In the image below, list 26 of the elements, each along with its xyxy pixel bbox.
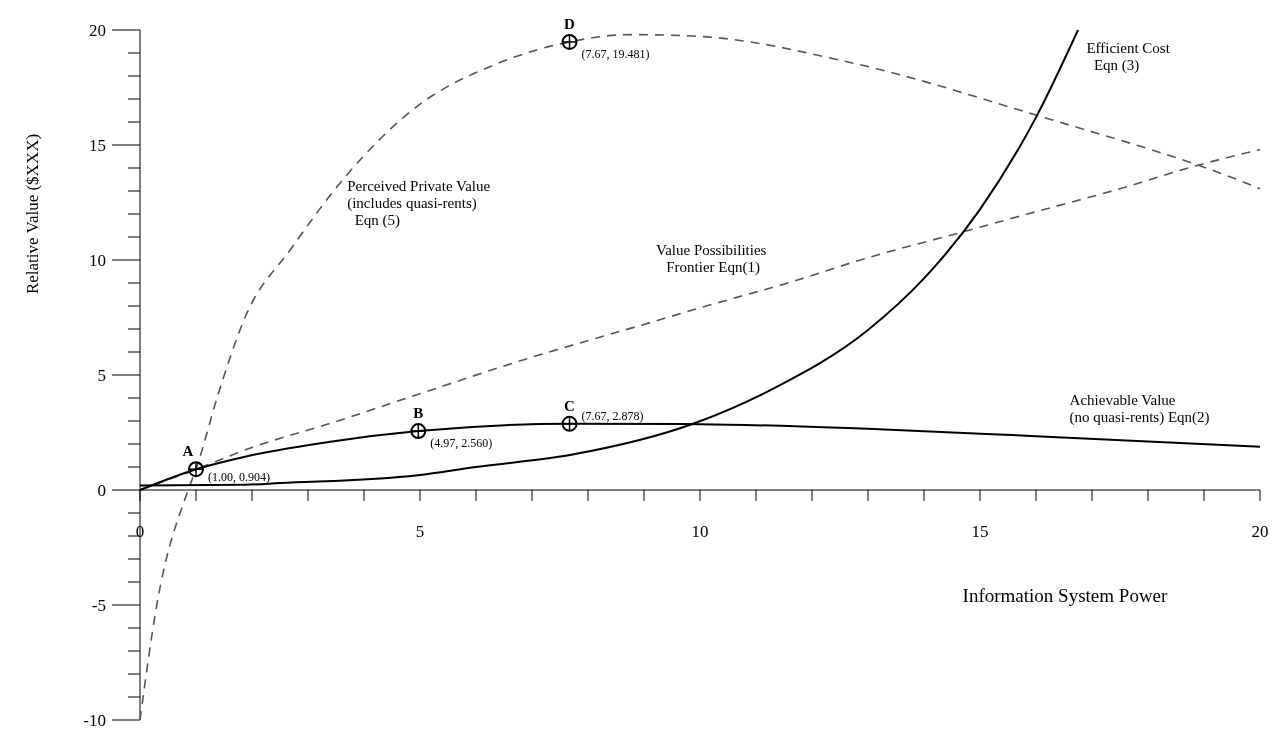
x-tick-label: 10 [691,522,709,541]
y-tick-label: 10 [89,250,106,270]
data-label: (1.00, 0.904) [208,470,270,485]
y-tick-label: 15 [89,135,106,155]
series-label: Value Possibilities Frontier Eqn(1) [655,242,767,277]
annotation: D [564,15,576,32]
y-tick-label: 5 [97,365,106,385]
y-axis-title: Relative Value ($XXX) [23,133,42,295]
y-tick-label: -10 [83,710,106,730]
series-label: Perceived Private Value (includes quasi-rents) Eqn (5) [347,178,491,229]
series-label: Achievable Value (no quasi-rents) Eqn(2) [1069,391,1210,426]
annotation: C [564,397,575,414]
annotation: B [413,405,424,422]
y-tick-label: 0 [97,480,106,500]
annotation: A [182,443,194,460]
y-tick-label: -5 [91,595,106,615]
data-label: (7.67, 2.878) [581,408,644,423]
series-label: Efficient Cost Eqn (3) [1086,40,1171,74]
x-tick-label: 15 [971,522,989,541]
x-axis-title: Information System Power [962,585,1169,606]
x-tick-label: 0 [135,522,145,541]
data-label: (7.67, 19.481) [581,46,650,61]
data-label: (4.97, 2.560) [430,436,493,451]
y-tick-label: 20 [89,20,106,40]
x-tick-label: 20 [1251,522,1269,541]
x-tick-label: 5 [415,522,425,541]
